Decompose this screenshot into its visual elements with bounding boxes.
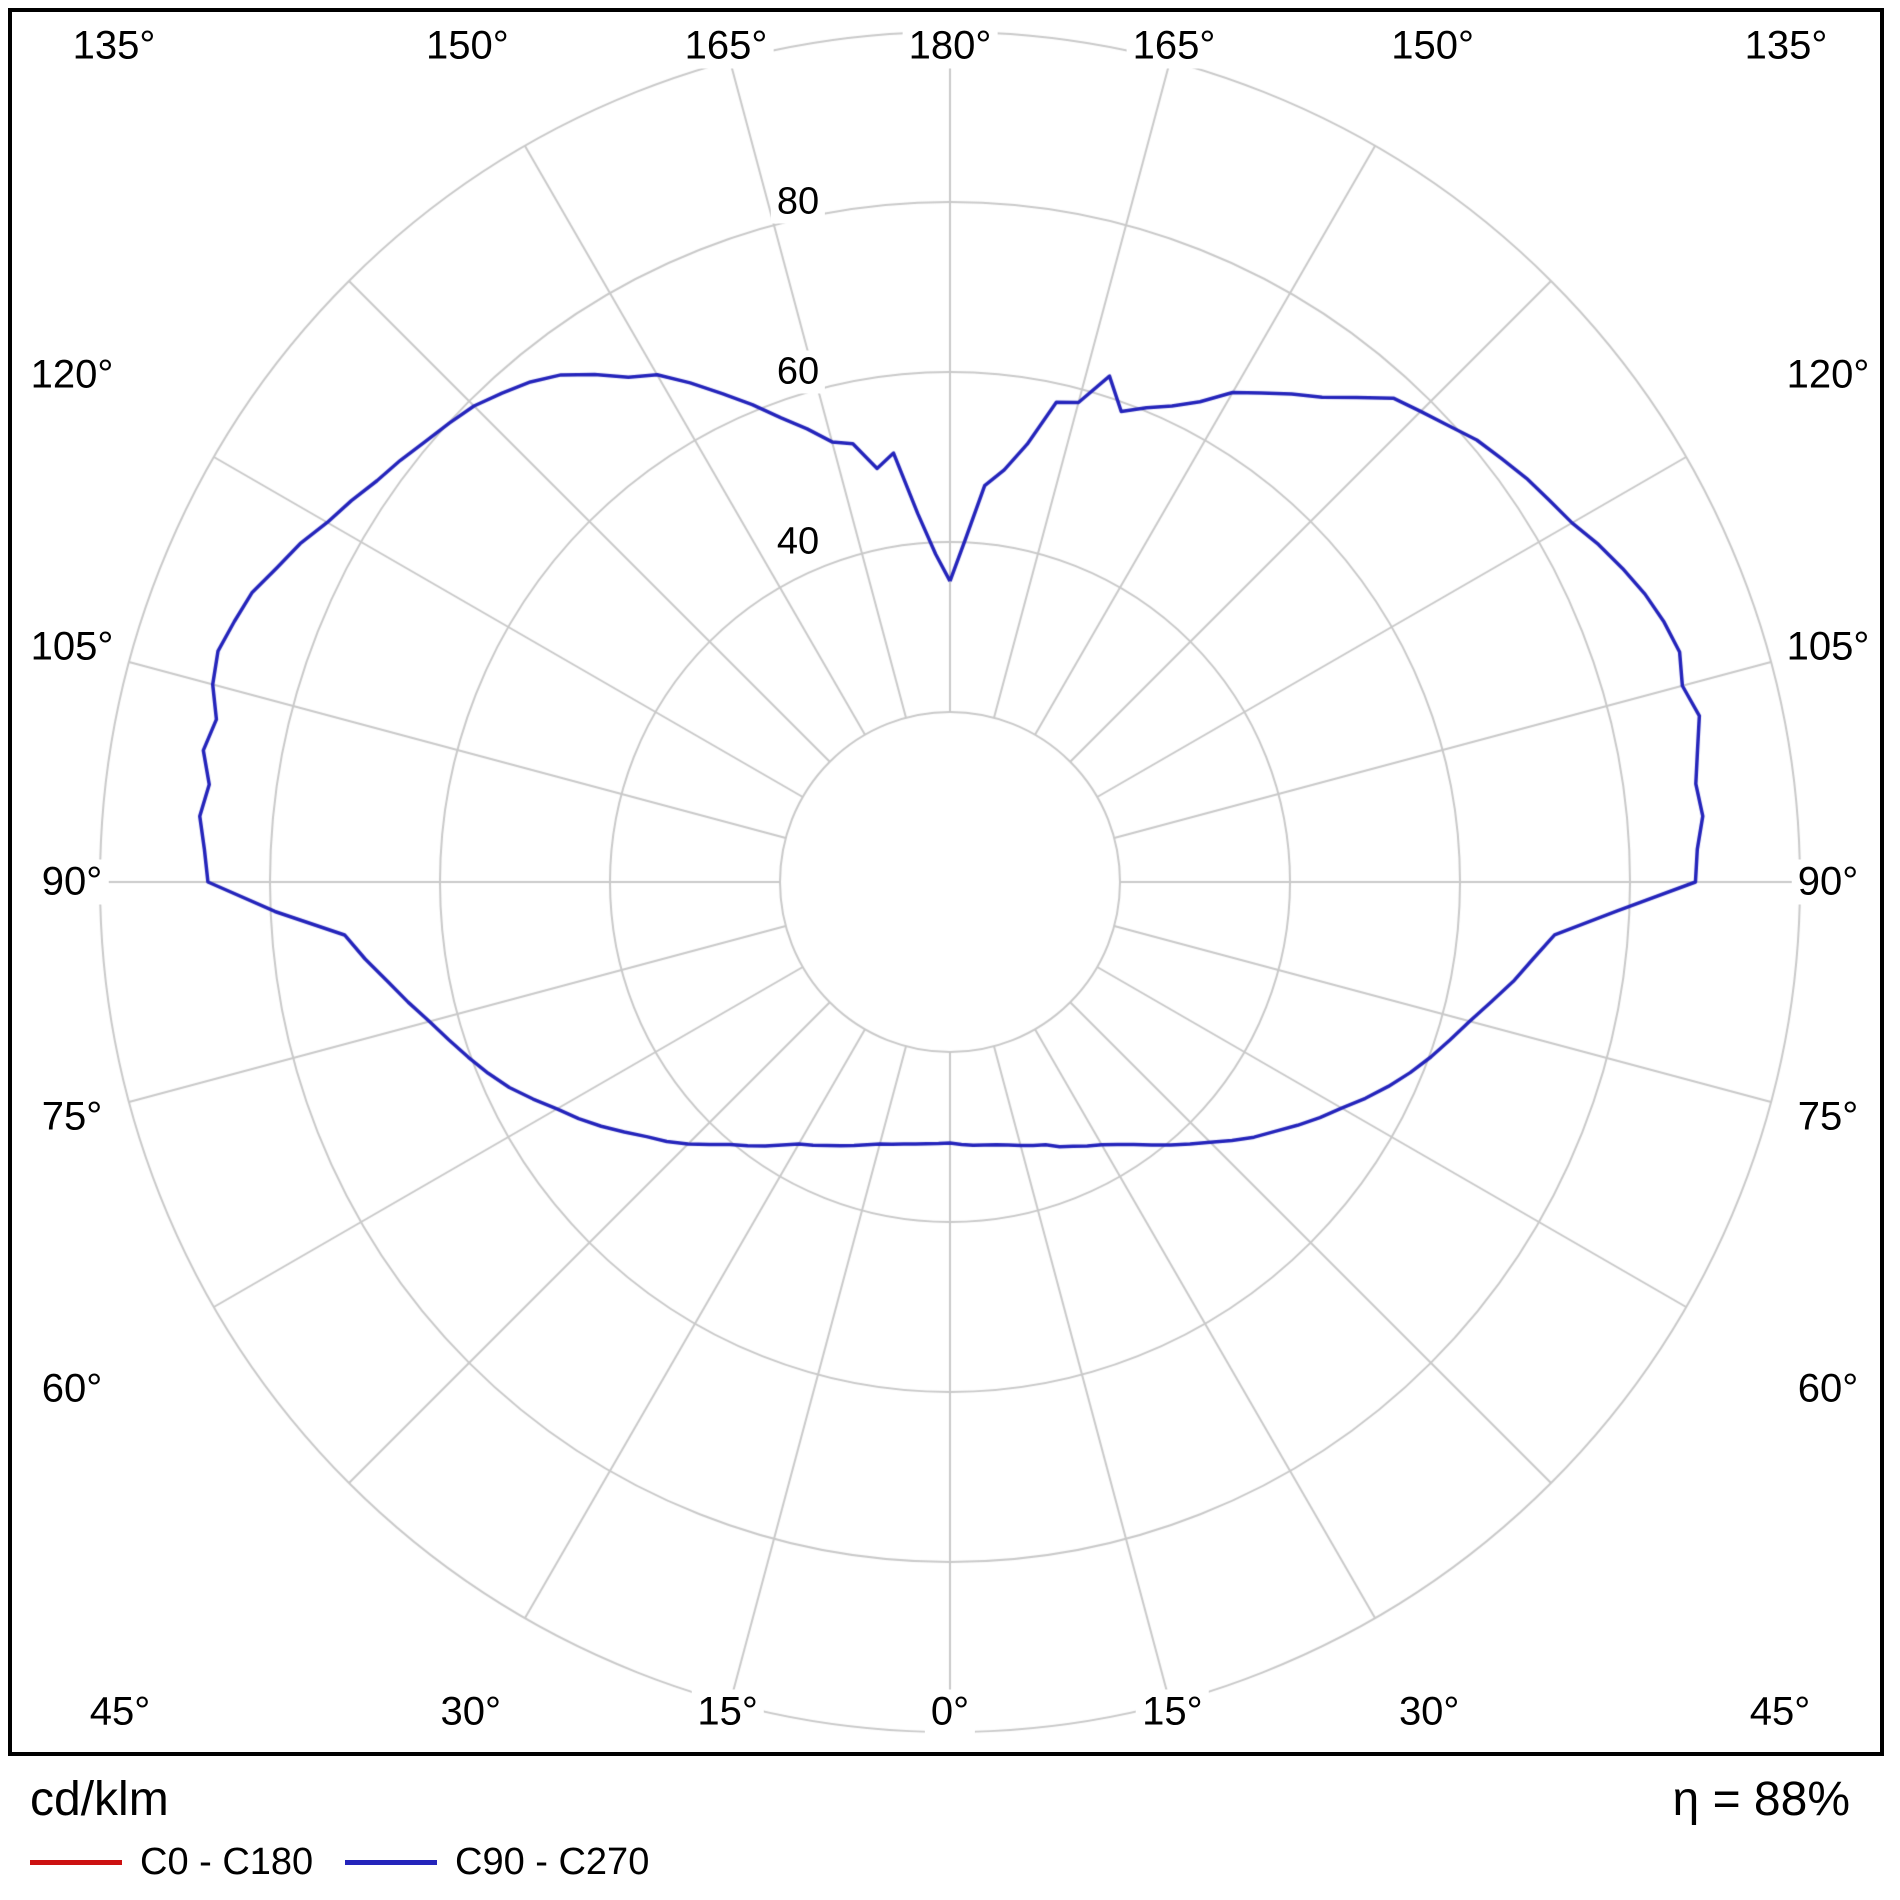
angle-label-105deg-left: 105° bbox=[24, 624, 120, 670]
angle-label-0deg-right: 0° bbox=[924, 1689, 976, 1735]
legend-line-c0-c180 bbox=[30, 1859, 122, 1865]
angle-label-135deg-right: 135° bbox=[1738, 23, 1834, 69]
polar-chart-canvas bbox=[0, 0, 1900, 1764]
angle-label-75deg-left: 75° bbox=[35, 1094, 109, 1140]
legend-line-c90-c270 bbox=[345, 1859, 437, 1865]
angle-label-135deg-left: 135° bbox=[66, 23, 162, 69]
unit-label: cd/klm bbox=[30, 1773, 169, 1826]
legend-label-c90-c270: C90 - C270 bbox=[455, 1840, 650, 1883]
angle-label-45deg-right: 45° bbox=[1743, 1689, 1817, 1735]
angle-label-60deg-left: 60° bbox=[35, 1366, 109, 1412]
radial-tick-label-80: 80 bbox=[770, 180, 826, 224]
angle-label-165deg-left: 165° bbox=[678, 23, 774, 69]
angle-label-45deg-left: 45° bbox=[83, 1689, 157, 1735]
angle-label-120deg-left: 120° bbox=[24, 352, 120, 398]
legend: C0 - C180 C90 - C270 bbox=[0, 1840, 1900, 1890]
angle-label-75deg-right: 75° bbox=[1791, 1094, 1865, 1140]
radial-tick-label-60: 60 bbox=[770, 350, 826, 394]
axis-labels-layer: 0° 15° 15° 30° 30° 45° 45° 60° 60° 75° 75° 90° 90° 10… bbox=[24, 23, 1876, 1735]
angle-label-15deg-right: 15° bbox=[1136, 1689, 1209, 1735]
angle-label-150deg-left: 150° bbox=[419, 23, 515, 69]
legend-item-c0-c180: C0 - C180 bbox=[30, 1840, 313, 1884]
legend-label-c0-c180: C0 - C180 bbox=[140, 1840, 314, 1883]
angle-label-15deg-left: 15° bbox=[691, 1689, 764, 1735]
angle-label-30deg-left: 30° bbox=[434, 1689, 508, 1735]
angle-label-105deg-right: 105° bbox=[1780, 624, 1876, 670]
angle-label-90deg-left: 90° bbox=[35, 859, 109, 905]
legend-item-c90-c270: C90 - C270 bbox=[345, 1840, 649, 1884]
angle-label-120deg-right: 120° bbox=[1780, 352, 1876, 398]
efficiency-label: η = 88% bbox=[1672, 1773, 1850, 1826]
radial-tick-label-40: 40 bbox=[770, 520, 826, 564]
angle-label-60deg-right: 60° bbox=[1791, 1366, 1865, 1412]
angle-label-180deg-right: 180° bbox=[902, 23, 998, 69]
angle-label-90deg-right: 90° bbox=[1791, 859, 1865, 905]
angle-label-150deg-right: 150° bbox=[1385, 23, 1481, 69]
angle-label-165deg-right: 165° bbox=[1126, 23, 1222, 69]
angle-label-30deg-right: 30° bbox=[1392, 1689, 1466, 1735]
